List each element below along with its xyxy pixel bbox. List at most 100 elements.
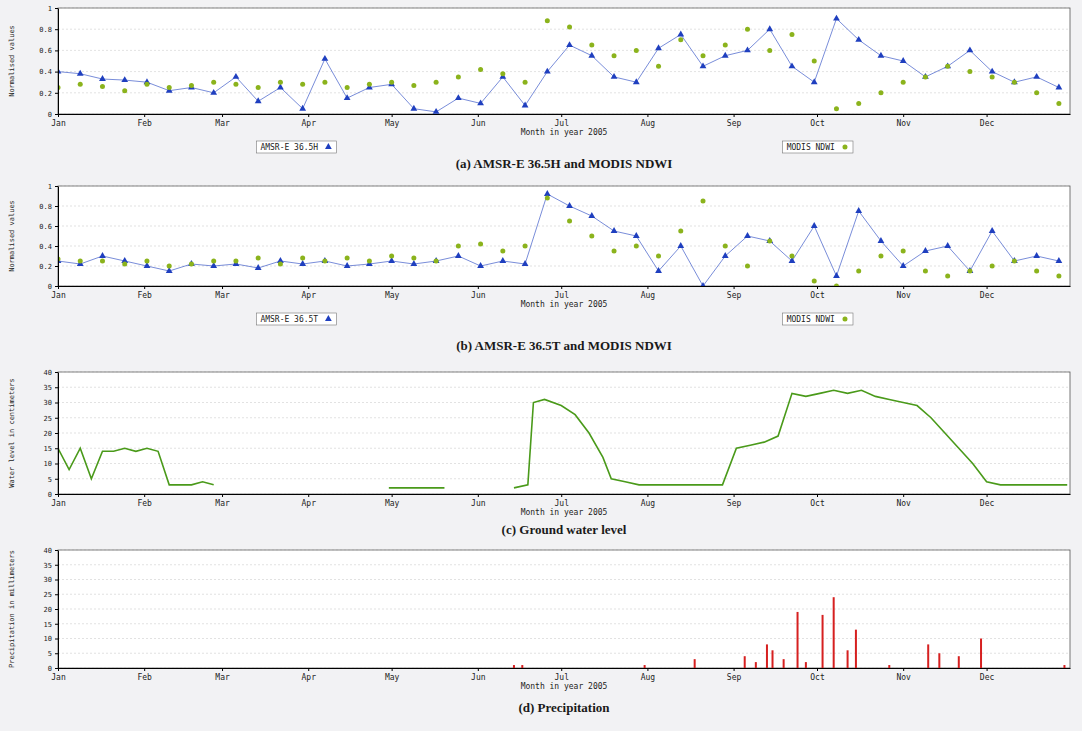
x-tick-label: Nov xyxy=(896,119,911,128)
marker xyxy=(367,82,372,87)
x-tick-label: Apr xyxy=(301,673,316,682)
marker xyxy=(722,52,729,58)
x-tick-mark xyxy=(222,286,223,289)
x-tick: Sep xyxy=(727,114,742,128)
x-tick: Oct xyxy=(810,286,825,300)
grid-line xyxy=(58,206,1070,207)
y-tick-mark xyxy=(55,609,58,610)
marker xyxy=(656,254,661,259)
bar xyxy=(644,665,646,668)
x-tick-label: Sep xyxy=(727,499,742,508)
y-tick-label: 0.2 xyxy=(39,90,52,98)
marker xyxy=(189,262,194,267)
x-tick: Mar xyxy=(215,668,230,682)
y-axis-title: Normalised values xyxy=(8,25,16,97)
marker xyxy=(322,257,329,263)
grid-line xyxy=(58,186,1070,187)
x-tick-mark xyxy=(222,668,223,671)
marker xyxy=(767,48,772,53)
x-tick-label: Sep xyxy=(727,291,742,300)
x-tick: Nov xyxy=(896,114,911,128)
x-tick: Mar xyxy=(215,114,230,128)
x-tick-mark xyxy=(647,114,648,117)
marker xyxy=(210,89,217,95)
marker xyxy=(1012,259,1017,264)
panel-caption: (a) AMSR-E 36.5H and MODIS NDWI xyxy=(456,156,673,171)
marker xyxy=(967,267,974,273)
marker xyxy=(967,46,974,52)
x-tick: Jan xyxy=(51,494,66,508)
x-tick: Nov xyxy=(896,494,911,508)
grid-line xyxy=(58,564,1070,565)
y-tick-mark xyxy=(55,464,58,465)
marker xyxy=(833,15,840,21)
grid-line xyxy=(58,114,1070,115)
x-tick: Oct xyxy=(810,114,825,128)
y-tick-label: 15 xyxy=(44,620,52,628)
y-tick-mark xyxy=(55,403,58,404)
x-tick-label: Oct xyxy=(810,499,825,508)
marker xyxy=(766,237,773,243)
x-tick: Jan xyxy=(51,286,66,300)
marker xyxy=(901,80,906,85)
x-tick: Mar xyxy=(215,494,230,508)
x-tick: May xyxy=(385,668,400,682)
x-tick: Jun xyxy=(471,494,486,508)
x-tick-mark xyxy=(392,114,393,117)
marker xyxy=(345,256,350,261)
x-tick-mark xyxy=(734,668,735,671)
legend-label: MODIS NDWI xyxy=(787,315,835,324)
y-tick-label: 0 xyxy=(48,491,52,499)
marker xyxy=(567,219,572,224)
marker xyxy=(566,41,573,47)
bar xyxy=(513,665,515,668)
marker xyxy=(900,262,907,268)
marker xyxy=(612,249,617,254)
bar xyxy=(783,659,785,668)
grid-line xyxy=(58,609,1070,610)
x-axis-title: Month in year 2005 xyxy=(521,508,608,517)
grid-line xyxy=(58,8,1070,9)
y-axis: 0510152025303540 xyxy=(44,547,59,673)
x-tick: Jul xyxy=(554,286,569,300)
x-tick-label: Feb xyxy=(137,119,152,128)
marker xyxy=(545,18,550,23)
x-tick-label: Oct xyxy=(810,291,825,300)
marker xyxy=(211,259,216,264)
legend-box xyxy=(256,141,336,153)
y-tick-label: 5 xyxy=(48,475,52,483)
marks xyxy=(58,190,1062,286)
grid-line xyxy=(58,417,1070,418)
y-tick-label: 10 xyxy=(44,460,52,468)
marker xyxy=(744,46,751,52)
marker xyxy=(522,102,529,108)
x-tick-label: Jul xyxy=(554,673,569,682)
y-tick-label: 35 xyxy=(44,384,52,392)
x-tick-mark xyxy=(903,668,904,671)
x-tick: Aug xyxy=(641,286,656,300)
marker xyxy=(812,279,817,284)
legend-box xyxy=(783,141,853,153)
y-tick-label: 35 xyxy=(44,561,52,569)
y-tick-label: 0.6 xyxy=(39,47,52,55)
y-tick: 40 xyxy=(44,369,58,377)
marker xyxy=(100,259,105,264)
marker xyxy=(677,31,684,37)
x-tick-mark xyxy=(392,286,393,289)
legend-marker xyxy=(325,143,332,149)
marker xyxy=(456,244,461,249)
x-axis-line xyxy=(59,114,1071,115)
bar xyxy=(521,665,523,668)
marker xyxy=(455,252,462,258)
marker xyxy=(345,85,350,90)
y-tick: 15 xyxy=(44,445,58,453)
y-tick-mark xyxy=(55,448,58,449)
marker xyxy=(922,247,929,253)
marker xyxy=(99,75,106,81)
y-axis-line xyxy=(58,9,59,115)
x-axis-title: Month in year 2005 xyxy=(521,128,608,137)
y-tick-label: 0 xyxy=(48,283,52,291)
bar xyxy=(1063,665,1065,668)
x-tick-label: Jan xyxy=(51,673,66,682)
x-tick-mark xyxy=(817,494,818,497)
